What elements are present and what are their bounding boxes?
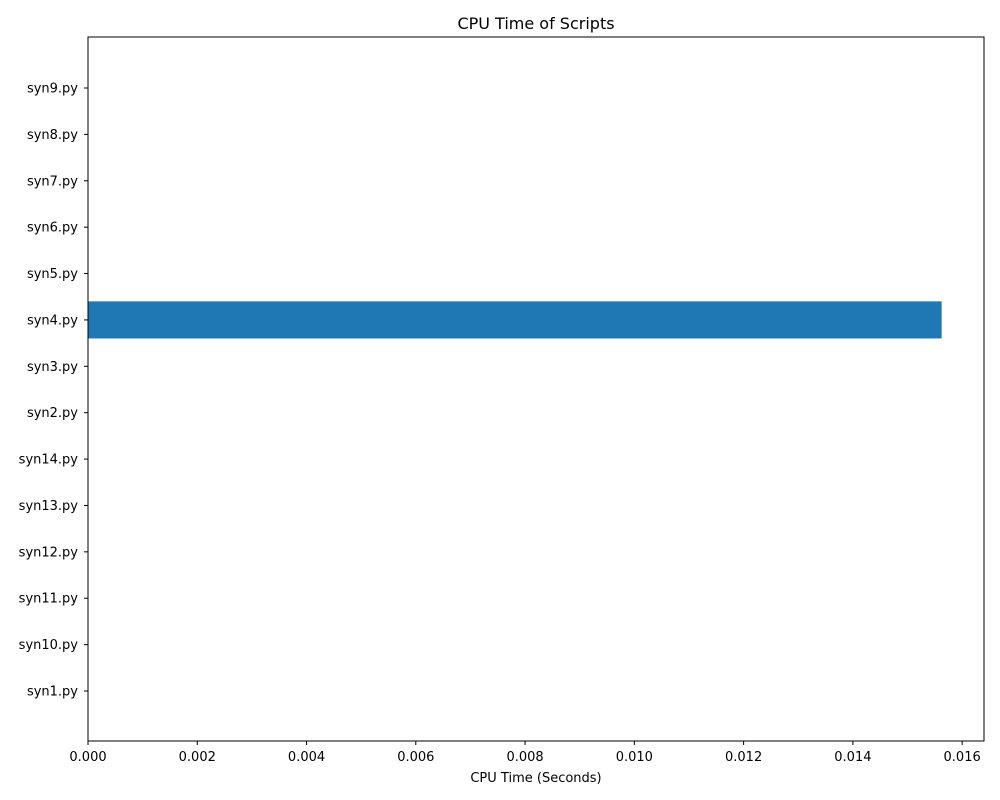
y-tick-label: syn12.py <box>19 545 79 560</box>
x-axis-ticks: 0.000 0.002 0.004 0.006 0.008 0.010 0.012 0.014… <box>69 741 981 765</box>
x-tick-label: 0.014 <box>834 750 871 765</box>
y-tick-label: syn8.py <box>27 128 78 143</box>
x-tick-label: 0.008 <box>506 750 543 765</box>
x-tick-label: 0.006 <box>397 750 434 765</box>
y-tick-label: syn5.py <box>27 267 78 282</box>
x-tick-label: 0.016 <box>944 750 981 765</box>
x-axis-label: CPU Time (Seconds) <box>470 771 601 786</box>
y-tick-label: syn9.py <box>27 82 78 97</box>
bar-syn4-py <box>88 301 942 339</box>
bars-group <box>88 301 942 339</box>
x-tick-label: 0.004 <box>288 750 325 765</box>
y-tick-label: syn11.py <box>19 592 79 607</box>
y-tick-label: syn13.py <box>19 499 79 514</box>
y-tick-label: syn4.py <box>27 313 78 328</box>
x-tick-label: 0.000 <box>69 750 106 765</box>
y-tick-label: syn2.py <box>27 406 78 421</box>
x-tick-label: 0.010 <box>616 750 653 765</box>
y-tick-label: syn10.py <box>19 638 79 653</box>
plot-frame <box>87 36 985 742</box>
chart-title: CPU Time of Scripts <box>457 14 614 33</box>
y-tick-label: syn3.py <box>27 360 78 375</box>
x-tick-label: 0.002 <box>179 750 216 765</box>
y-axis-ticks: syn1.py syn10.py syn11.py syn12.py syn13.py s… <box>19 82 88 700</box>
y-tick-label: syn7.py <box>27 174 78 189</box>
y-tick-label: syn14.py <box>19 453 79 468</box>
y-tick-label: syn1.py <box>27 685 78 700</box>
y-tick-label: syn6.py <box>27 221 78 236</box>
x-tick-label: 0.012 <box>725 750 762 765</box>
